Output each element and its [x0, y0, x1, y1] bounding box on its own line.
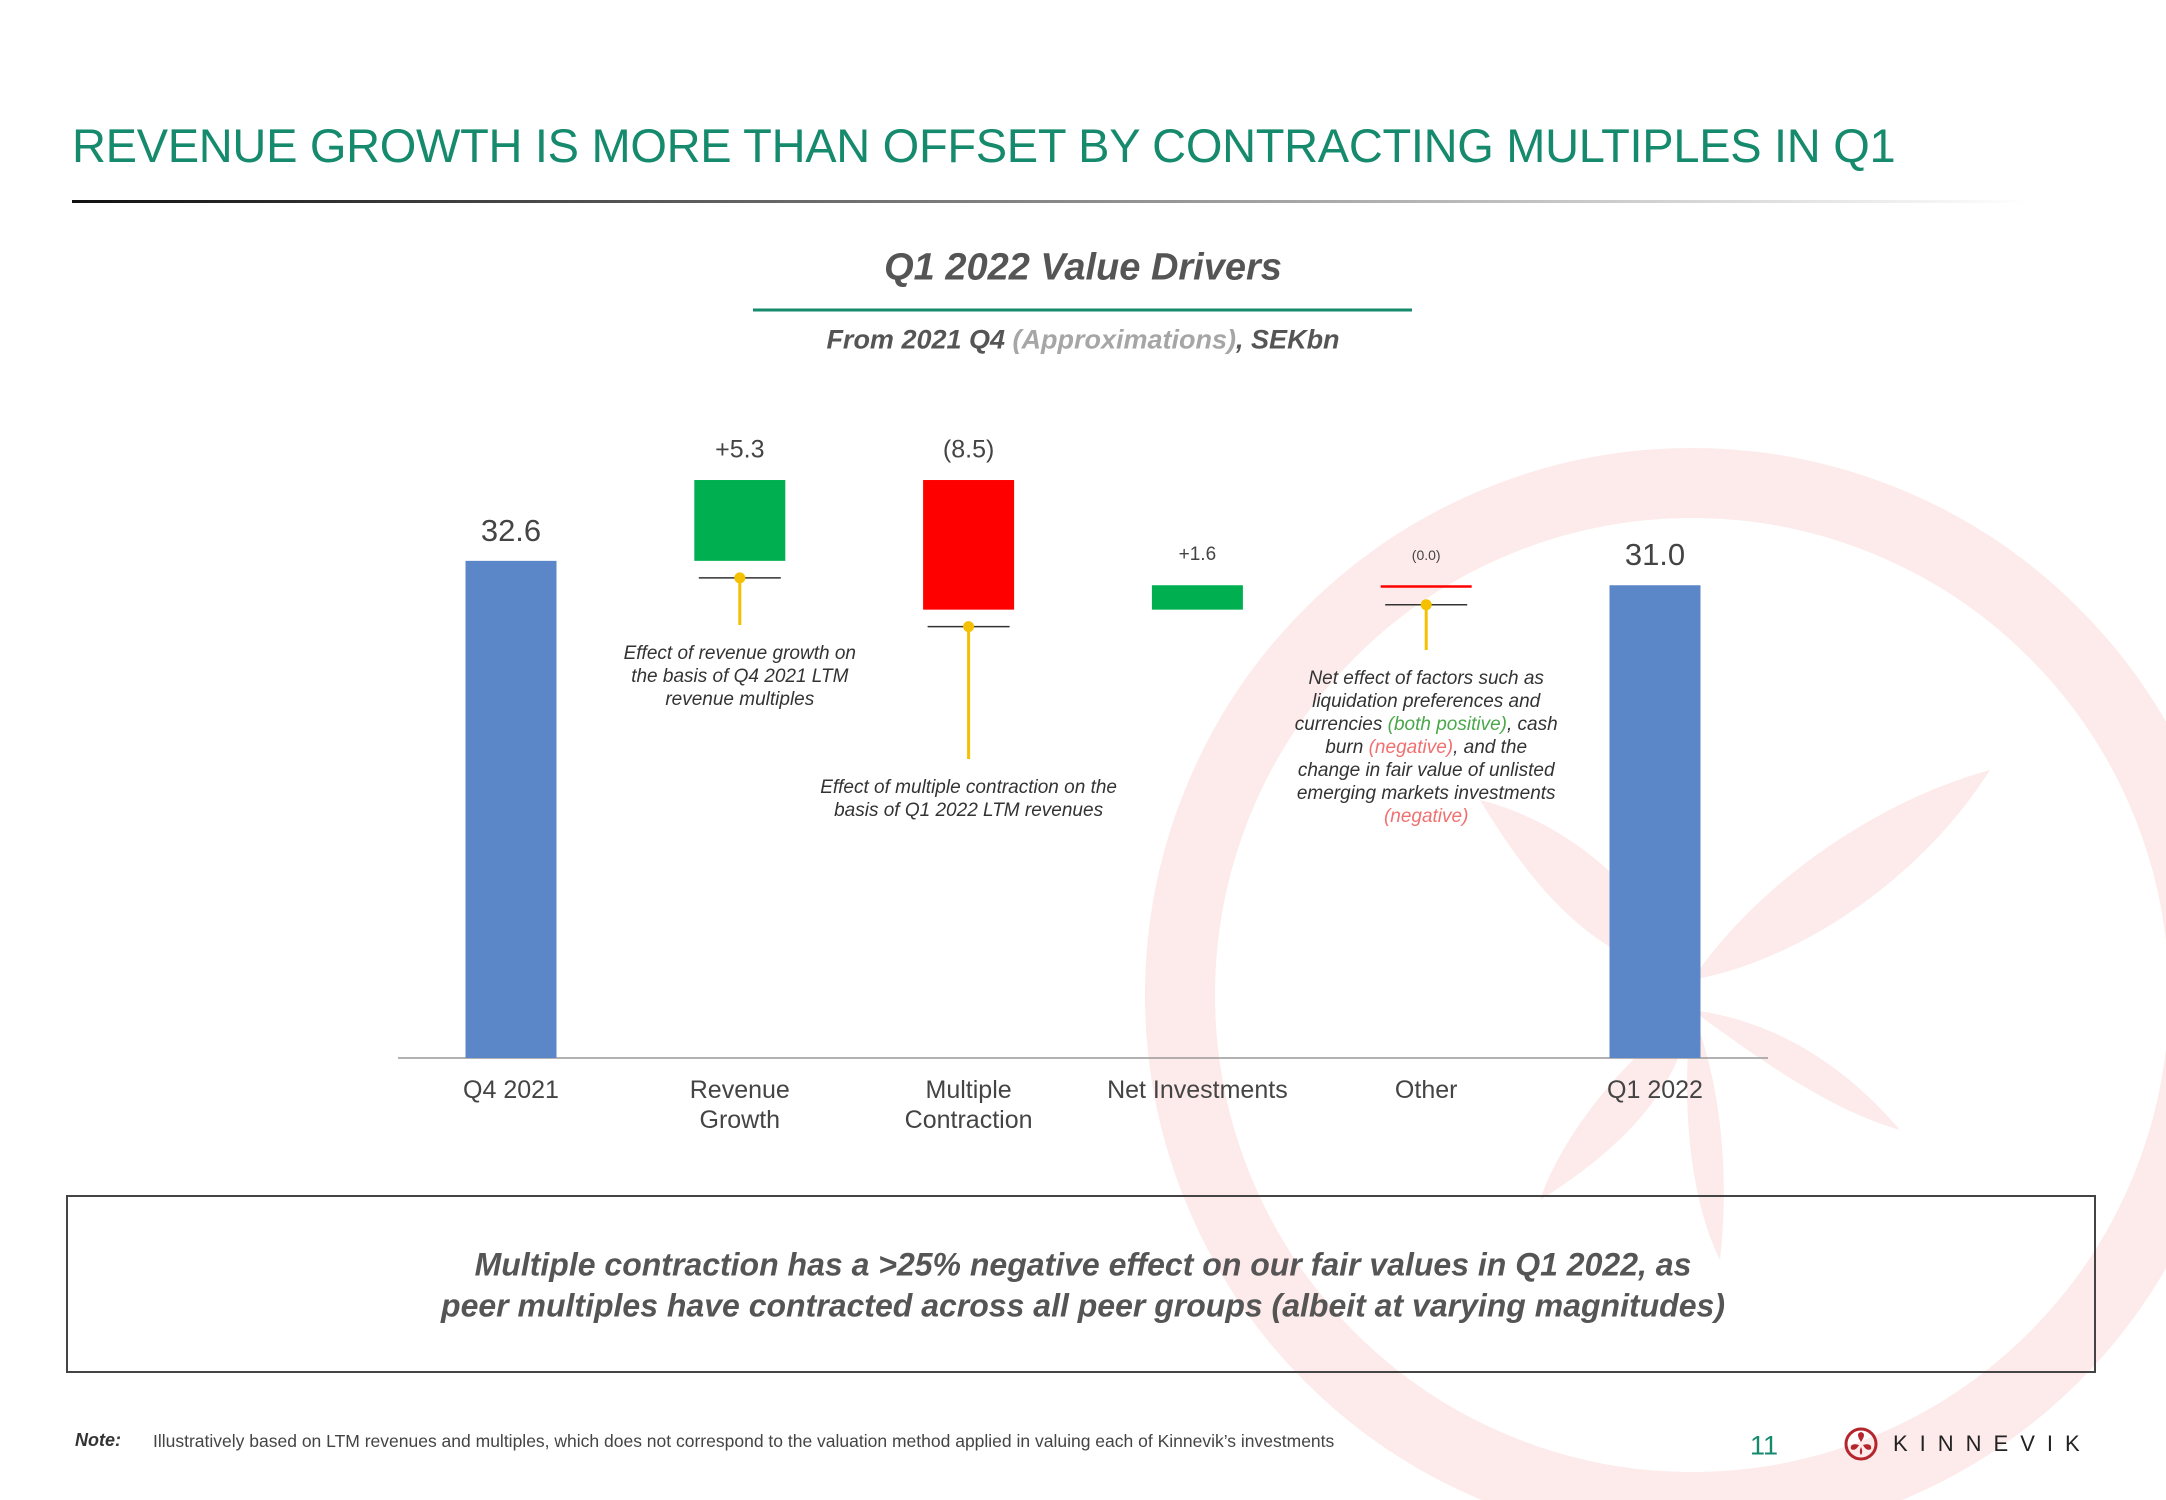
- x-tick-label: Q4 2021: [463, 1076, 559, 1104]
- annotation: Effect of multiple contraction on the ba…: [796, 776, 1141, 822]
- value-label: 31.0: [1624, 537, 1686, 573]
- chart-title: Q1 2022 Value Drivers: [884, 246, 1282, 289]
- logo: KINNEVIK: [1893, 1431, 2092, 1456]
- watermark-ring: [1145, 448, 2166, 1500]
- text-segment: (Approximations): [1012, 324, 1237, 355]
- watermark-leaf: [1687, 1010, 1724, 1260]
- x-tick-label: Other: [1394, 1076, 1458, 1104]
- title-rule: [72, 200, 2032, 203]
- bar: [923, 480, 1015, 610]
- summary-line: Multiple contraction has a >25% negative…: [474, 1246, 1692, 1283]
- page-number: 11: [1749, 1430, 1779, 1461]
- bar: [1151, 585, 1243, 610]
- callout-dot: [963, 621, 975, 633]
- text-segment: From 2021 Q4: [826, 324, 1013, 355]
- annotation: Effect of revenue growth on the basis of…: [620, 642, 860, 711]
- bar: [1380, 585, 1472, 588]
- x-tick-label: Net Investments: [1107, 1076, 1288, 1104]
- note: Illustratively based on LTM revenues and…: [153, 1431, 1335, 1451]
- watermark-leaf: [1692, 770, 1990, 980]
- callout-dot: [1420, 599, 1432, 611]
- value-label: 32.6: [480, 512, 542, 548]
- value-label: (8.5): [942, 435, 995, 464]
- value-label: (0.0): [1411, 547, 1441, 564]
- text-segment: Effect of revenue growth on the basis of…: [623, 643, 856, 710]
- text-segment: , SEKbn: [1236, 324, 1340, 355]
- value-label: +1.6: [1178, 544, 1217, 566]
- callout-dot: [734, 572, 746, 584]
- text-segment: (both positive): [1387, 714, 1507, 735]
- watermark-leaf: [1692, 1010, 1900, 1130]
- value-label: +5.3: [715, 435, 765, 464]
- x-tick-label: Revenue Growth: [689, 1076, 790, 1134]
- chart-subtitle: From 2021 Q4 (Approximations), SEKbn: [826, 325, 1339, 356]
- text-segment: Net effect of factors such as liquidatio…: [1294, 668, 1544, 735]
- x-tick-label: Multiple Contraction: [904, 1076, 1033, 1134]
- annotation: Net effect of factors such as liquidatio…: [1292, 667, 1560, 828]
- bar: [1609, 585, 1701, 1058]
- text-segment: , and the change in fair value of unlist…: [1296, 737, 1556, 804]
- summary-box: [66, 1195, 2096, 1373]
- x-tick-label: Q1 2022: [1607, 1076, 1703, 1104]
- logo-icon: [1844, 1427, 1878, 1461]
- text-segment: (negative): [1383, 806, 1469, 827]
- text-segment: (negative): [1368, 737, 1454, 758]
- bar: [465, 560, 557, 1058]
- summary-line: peer multiples have contracted across al…: [441, 1287, 1725, 1324]
- bar: [694, 480, 786, 561]
- text-segment: Effect of multiple contraction on the ba…: [820, 777, 1117, 821]
- text-segment: , cash burn: [1325, 714, 1558, 758]
- slide-title: REVENUE GROWTH IS MORE THAN OFFSET BY CO…: [72, 119, 1896, 172]
- note-label: Note:: [75, 1430, 121, 1450]
